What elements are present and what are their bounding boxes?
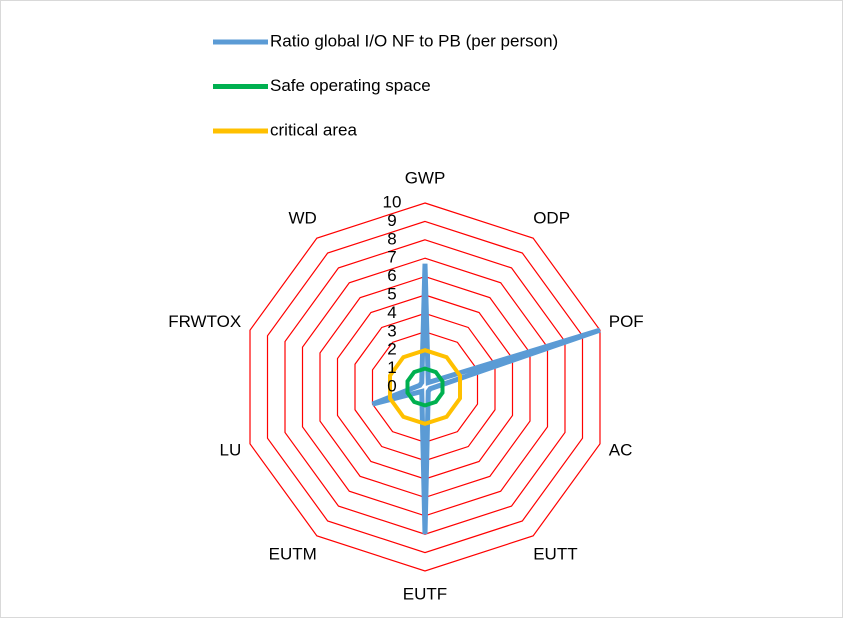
legend-label: Safe operating space (270, 76, 431, 95)
r-tick-label: 7 (387, 248, 396, 267)
category-label: EUTF (403, 584, 447, 603)
r-tick-label: 6 (387, 266, 396, 285)
category-label: POF (609, 312, 644, 331)
category-label: LU (220, 441, 242, 460)
grid-line (249, 202, 601, 572)
category-label: WD (288, 208, 316, 227)
category-label: EUTT (533, 545, 577, 564)
r-tick-label: 8 (387, 229, 396, 248)
series-line (405, 366, 445, 408)
r-tick-label: 5 (387, 284, 396, 303)
legend-label: Ratio global I/O NF to PB (per person) (270, 31, 558, 50)
series-line (371, 263, 601, 535)
category-label: FRWTOX (168, 312, 241, 331)
r-tick-label: 9 (387, 211, 396, 230)
legend-label: critical area (270, 120, 357, 139)
r-tick-label: 2 (387, 340, 396, 359)
r-tick-label: 1 (387, 358, 396, 377)
category-label: GWP (405, 169, 446, 188)
r-tick-label: 4 (387, 303, 396, 322)
series-line (388, 348, 462, 426)
category-label: EUTM (269, 545, 317, 564)
r-tick-label: 10 (383, 192, 402, 211)
category-label: AC (609, 441, 633, 460)
r-tick-label: 3 (387, 321, 396, 340)
category-label: ODP (533, 208, 570, 227)
r-tick-label: 0 (387, 376, 396, 395)
grid-line (266, 220, 584, 554)
